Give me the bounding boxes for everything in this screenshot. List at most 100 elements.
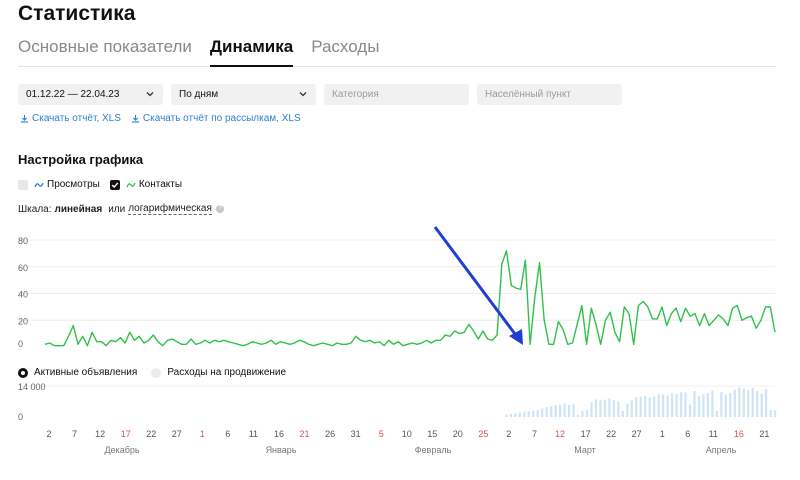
- chevron-down-icon: [146, 92, 154, 97]
- city-input[interactable]: Населённый пункт: [477, 84, 622, 105]
- bar-axis: 14 000 0: [18, 382, 46, 422]
- info-icon[interactable]: ?: [215, 205, 224, 213]
- date-range-select[interactable]: 01.12.22 — 22.04.23: [18, 84, 163, 105]
- scale-log-option[interactable]: логарифмическая: [128, 203, 212, 215]
- line-wave-icon: [126, 182, 136, 187]
- active-ads-option[interactable]: Активные объявления: [18, 367, 137, 378]
- x-tick-label: 10: [402, 429, 412, 439]
- scale-or-text: или: [108, 203, 126, 215]
- ads-bar: [603, 399, 606, 417]
- download-mailing-report-link[interactable]: Скачать отчёт по рассылкам, XLS: [131, 113, 301, 124]
- ads-bar: [639, 396, 642, 417]
- contacts-label: Контакты: [138, 179, 183, 190]
- month-label: Апрель: [706, 445, 737, 455]
- contacts-series-line: [44, 250, 776, 347]
- ads-bar: [559, 404, 562, 417]
- x-tick-label: 17: [121, 429, 131, 439]
- y-tick-label: 40: [18, 290, 28, 300]
- y-tick-label: 80: [18, 236, 28, 246]
- tab-main-metrics[interactable]: Основные показатели: [18, 37, 192, 56]
- views-label: Просмотры: [47, 179, 100, 190]
- x-tick-label: 31: [351, 429, 361, 439]
- contacts-toggle[interactable]: Контакты: [109, 179, 183, 190]
- ads-bar: [742, 388, 745, 417]
- x-tick-label: 21: [759, 429, 769, 439]
- page-title: Статистика: [18, 2, 136, 25]
- ads-bar: [621, 410, 624, 417]
- grouping-value: По дням: [179, 89, 219, 100]
- chart-legend: Просмотры Контакты: [18, 179, 192, 190]
- ads-bar: [541, 408, 544, 417]
- ads-bar: [684, 392, 687, 417]
- x-axis-ticks: 2 7 12 17 22 27 1 6 11 16 21 26 31 5 10 15 20 25 2 7 12 17 22 2…: [46, 429, 769, 439]
- chevron-down-icon: [299, 92, 307, 97]
- y-tick-label: 60: [18, 263, 28, 273]
- ads-bar: [662, 394, 665, 417]
- ads-bar: [733, 389, 736, 417]
- x-tick-label: 1: [200, 429, 205, 439]
- download-icon: [20, 114, 29, 123]
- ads-bar: [693, 391, 696, 417]
- x-tick-label: 20: [453, 429, 463, 439]
- month-labels: Декабрь Январь Февраль Март Апрель: [104, 445, 736, 455]
- ads-bar: [648, 397, 651, 417]
- y-tick-label: 0: [18, 339, 23, 349]
- ads-bar: [554, 405, 557, 417]
- ads-bar: [738, 387, 741, 417]
- ads-bar: [563, 403, 566, 417]
- scale-label: Шкала:: [18, 203, 52, 215]
- contacts-checkbox[interactable]: [109, 179, 120, 190]
- ads-bar: [675, 393, 678, 417]
- tab-dynamics[interactable]: Динамика: [209, 36, 294, 67]
- ads-bar: [774, 410, 777, 417]
- month-label: Декабрь: [104, 445, 139, 455]
- tab-expenses[interactable]: Расходы: [311, 37, 380, 56]
- ads-bar: [527, 411, 530, 417]
- radio-unselected[interactable]: [151, 367, 162, 378]
- x-tick-label: 1: [660, 429, 665, 439]
- views-toggle[interactable]: Просмотры: [18, 179, 100, 190]
- x-tick-label: 22: [606, 429, 616, 439]
- ads-bar: [644, 395, 647, 417]
- x-tick-label: 2: [46, 429, 51, 439]
- x-tick-label: 7: [532, 429, 537, 439]
- date-range-value: 01.12.22 — 22.04.23: [26, 89, 120, 100]
- download-mailing-report-label: Скачать отчёт по рассылкам, XLS: [142, 113, 301, 124]
- ads-bar: [617, 401, 620, 417]
- ads-bar: [657, 394, 660, 417]
- x-tick-label: 12: [555, 429, 565, 439]
- grouping-select[interactable]: По дням: [171, 84, 316, 105]
- ads-bar: [626, 403, 629, 417]
- download-icon: [131, 114, 140, 123]
- ads-bar: [594, 399, 598, 417]
- x-tick-label: 11: [249, 429, 258, 439]
- downloads: Скачать отчёт, XLS Скачать отчёт по расс…: [20, 113, 311, 124]
- x-tick-label: 26: [325, 429, 335, 439]
- ads-bar: [751, 388, 754, 417]
- tab-bar: Основные показатели Динамика Расходы: [18, 36, 776, 67]
- ads-bar: [769, 410, 772, 417]
- bar-axis-label: 14 000: [18, 382, 46, 392]
- ads-bar: [545, 407, 548, 417]
- ads-bar: [585, 409, 589, 418]
- ads-bar: [706, 393, 709, 417]
- ads-bar: [635, 397, 638, 417]
- promo-spend-option[interactable]: Расходы на продвижение: [151, 367, 286, 378]
- ads-bar: [747, 390, 750, 417]
- scale-linear-option[interactable]: линейная: [54, 203, 103, 215]
- ads-bar: [729, 393, 732, 417]
- x-tick-label: 27: [172, 429, 182, 439]
- download-report-link[interactable]: Скачать отчёт, XLS: [20, 113, 121, 124]
- views-checkbox[interactable]: [18, 179, 28, 190]
- ads-bar: [720, 392, 723, 417]
- category-input[interactable]: Категория: [324, 84, 469, 105]
- ads-bar: [505, 414, 508, 417]
- ads-bar: [532, 410, 535, 417]
- line-wave-icon: [34, 182, 44, 187]
- ads-bar: [653, 396, 656, 417]
- x-tick-label: 7: [72, 429, 77, 439]
- radio-selected[interactable]: [18, 367, 28, 378]
- chart-grid: [18, 239, 775, 387]
- promo-spend-label: Расходы на продвижение: [167, 367, 287, 378]
